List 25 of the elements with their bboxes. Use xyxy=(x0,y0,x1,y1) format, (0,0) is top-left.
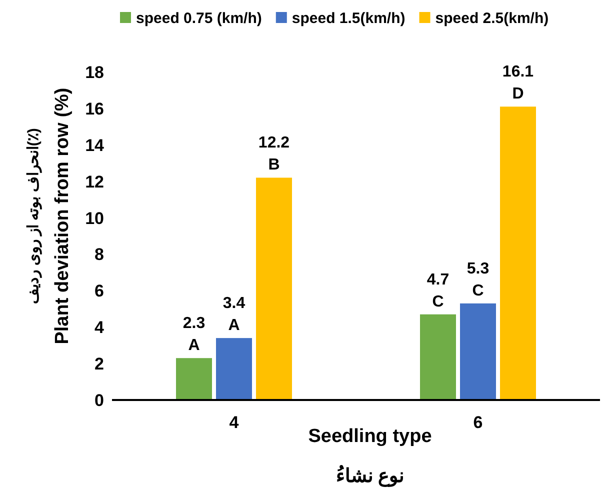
y-tick-label: 2 xyxy=(94,354,104,374)
y-tick-label: 14 xyxy=(85,136,105,155)
y-tick-label: 0 xyxy=(94,391,104,410)
bar xyxy=(500,106,536,400)
legend-label: speed 2.5(km/h) xyxy=(435,10,549,27)
legend-label: speed 0.75 (km/h) xyxy=(136,10,262,27)
y-tick-label: 10 xyxy=(85,208,104,228)
data-label: 16.1 D xyxy=(502,64,534,103)
data-label: 12.2 B xyxy=(258,134,290,174)
data-label: 5.3 C xyxy=(466,260,490,300)
y-tick-label: 12 xyxy=(85,172,104,192)
y-tick-label: 6 xyxy=(94,282,104,301)
y-tick-label: 18 xyxy=(85,63,104,82)
bar xyxy=(460,303,496,400)
bar xyxy=(256,178,292,400)
data-label: 4.7 C xyxy=(426,271,450,310)
bar xyxy=(420,314,456,400)
data-label: 3.4 A xyxy=(222,295,246,334)
legend-label: speed 1.5(km/h) xyxy=(292,10,406,27)
y-tick-label: 4 xyxy=(94,318,105,338)
data-label: 2.3 A xyxy=(182,315,206,354)
bar xyxy=(176,358,212,400)
y-tick-label: 8 xyxy=(94,245,104,264)
bar xyxy=(216,338,252,400)
y-tick-label: 16 xyxy=(85,99,104,118)
